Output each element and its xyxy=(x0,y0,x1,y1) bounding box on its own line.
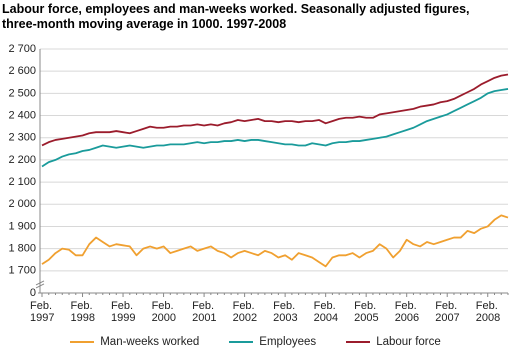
x-tick-label: Feb. 2000 xyxy=(151,300,177,324)
y-tick-label: 1 700 xyxy=(8,265,36,277)
series-line xyxy=(41,88,509,168)
y-tick-label: 2 500 xyxy=(8,87,36,99)
x-tick-label: Feb. 2004 xyxy=(313,300,339,324)
x-tick-label: Feb. 1997 xyxy=(30,300,55,324)
y-tick-label: 1 800 xyxy=(8,243,36,255)
x-tick-label: Feb. 2008 xyxy=(475,300,501,324)
y-tick-label: 2 200 xyxy=(8,154,36,166)
y-tick-label: 1 900 xyxy=(8,220,36,232)
legend: Man-weeks worked Employees Labour force xyxy=(0,336,511,348)
y-tick-label: 2 000 xyxy=(8,198,36,210)
x-tick-label: Feb. 2006 xyxy=(394,300,420,324)
legend-item: Man-weeks worked xyxy=(70,336,199,348)
x-tick-label: Feb. 2003 xyxy=(273,300,298,324)
legend-label: Man-weeks worked xyxy=(100,336,200,348)
y-tick-label: 2 300 xyxy=(8,132,36,144)
legend-item: Labour force xyxy=(346,336,441,348)
legend-swatch xyxy=(346,341,371,343)
y-tick-label: 2 100 xyxy=(8,176,36,188)
y-tick-label: 2 700 xyxy=(8,43,36,55)
x-tick-label: Feb. 2001 xyxy=(192,300,217,324)
x-tick-label: Feb. 2002 xyxy=(232,300,258,324)
series-line xyxy=(41,73,509,147)
y-tick-label: 2 600 xyxy=(8,65,36,77)
axis-break xyxy=(35,280,45,289)
legend-label: Labour force xyxy=(376,336,441,348)
chart-title: Labour force, employees and man-weeks wo… xyxy=(2,2,470,31)
series-line xyxy=(41,214,509,268)
y-tick-label: 0 xyxy=(30,287,36,299)
x-tick-label: Feb. 2005 xyxy=(354,300,379,324)
legend-label: Employees xyxy=(259,336,317,348)
legend-swatch xyxy=(229,341,254,343)
x-tick-label: Feb. 2007 xyxy=(435,300,460,324)
x-tick-label: Feb. 1999 xyxy=(111,300,136,324)
y-tick-label: 2 400 xyxy=(8,109,36,121)
legend-swatch xyxy=(70,341,95,343)
x-tick-label: Feb. 1998 xyxy=(70,300,95,324)
legend-item: Employees xyxy=(229,336,316,348)
